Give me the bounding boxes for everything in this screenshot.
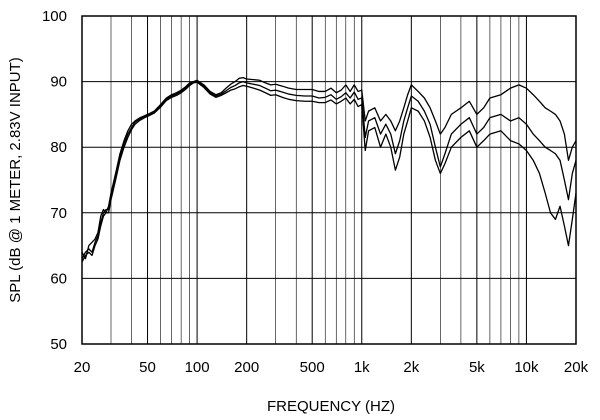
- x-axis-title: FREQUENCY (HZ): [267, 398, 395, 415]
- x-tick-label: 5k: [469, 359, 485, 376]
- x-tick-label: 2k: [403, 359, 419, 376]
- x-tick-label: 500: [300, 359, 325, 376]
- x-tick-labels: 20 50 100 200 500 1k 2k 5k 10k 20k: [74, 359, 589, 376]
- y-tick-label: 100: [42, 8, 67, 25]
- x-tick-label: 10k: [514, 359, 539, 376]
- x-tick-label: 100: [185, 359, 210, 376]
- plot-area: [82, 16, 576, 344]
- y-axis-title: SPL (dB @ 1 METER, 2.83V INPUT): [7, 57, 24, 303]
- response-curve-2: [81, 80, 577, 260]
- y-tick-label: 70: [50, 205, 67, 222]
- y-tick-label: 90: [50, 74, 67, 91]
- x-tick-label: 20k: [564, 359, 589, 376]
- response-curves: [81, 77, 577, 263]
- y-tick-label: 50: [50, 336, 67, 353]
- plot-frame: [81, 15, 577, 345]
- x-tick-label: 20: [74, 359, 91, 376]
- x-tick-label: 200: [234, 359, 259, 376]
- x-tick-label: 50: [139, 359, 156, 376]
- y-tick-labels: 50 60 70 80 90 100: [42, 8, 67, 353]
- response-curve-3: [81, 81, 577, 263]
- plot-background: [82, 16, 576, 344]
- response-curve-1: [81, 77, 577, 260]
- y-tick-label: 80: [50, 139, 67, 156]
- y-tick-label: 60: [50, 270, 67, 287]
- minor-grid: [110, 16, 520, 344]
- plot-border: [81, 15, 577, 345]
- x-tick-label: 1k: [354, 359, 370, 376]
